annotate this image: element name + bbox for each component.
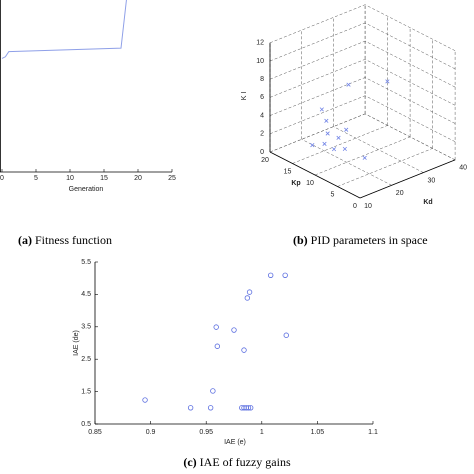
grid-line: [364, 4, 456, 51]
x-tick-label: 0.9: [146, 429, 156, 436]
z-tick-label: 10: [256, 58, 264, 65]
point: [267, 272, 274, 278]
fitness-line: [1, 0, 127, 59]
x-tick-label: 5: [34, 175, 38, 182]
y-axis-label: Kp: [291, 180, 300, 187]
y-tick-label: 20: [261, 157, 269, 164]
x-tick-label: 15: [100, 175, 108, 182]
caption-text: IAE of fuzzy gains: [197, 455, 291, 469]
caption-text: Fitness function: [32, 233, 112, 247]
point: [187, 405, 194, 411]
grid-line: [337, 148, 433, 187]
point: [342, 146, 347, 152]
x-tick-label: 25: [168, 175, 176, 182]
grid-line: [269, 22, 366, 62]
x-axis-label: Generation: [69, 186, 104, 193]
point: [245, 405, 252, 411]
point: [385, 79, 390, 84]
z-tick-label: 6: [260, 94, 264, 101]
grid-line: [364, 22, 456, 70]
y-tick-label: 3.5: [81, 324, 91, 331]
point: [322, 141, 327, 146]
point: [246, 289, 253, 295]
z-tick-label: 4: [260, 112, 264, 119]
x-tick-label: 1.1: [368, 429, 378, 436]
y-tick-label: 2.5: [81, 356, 91, 363]
y-axis: [269, 151, 361, 199]
caption-label: (b): [293, 233, 308, 247]
x-axis-label: IAE (e): [224, 439, 246, 446]
y-axis-label: IAE (de): [73, 330, 80, 356]
caption: (a) Fitness function: [18, 233, 112, 247]
z-tick-label: 8: [260, 76, 264, 83]
point: [346, 82, 351, 87]
y-tick-label: 10: [306, 180, 314, 187]
x-tick-label: 1.05: [311, 429, 325, 436]
y-tick-label: 5.5: [81, 259, 91, 266]
z-axis-label: K I: [241, 92, 248, 101]
z-tick-label: 2: [260, 131, 264, 138]
x-tick-label: 20: [134, 175, 142, 182]
x-axis: [359, 159, 456, 199]
x-tick-label: 0.85: [88, 429, 102, 436]
y-tick-label: 0.5: [81, 421, 91, 428]
point: [344, 127, 349, 132]
y-tick-label: 4.5: [81, 291, 91, 298]
x-tick-label: 30: [428, 177, 436, 184]
point: [142, 397, 148, 403]
z-tick-label: 0: [260, 149, 264, 156]
caption-label: (a): [18, 233, 32, 247]
grid-line: [269, 95, 366, 135]
point: [336, 135, 341, 140]
point: [362, 155, 367, 160]
x-axis-label: Kd: [423, 199, 432, 206]
point: [310, 143, 315, 148]
grid-line: [269, 113, 366, 153]
grid-line: [364, 113, 456, 161]
point: [282, 272, 288, 278]
grid-line: [301, 139, 392, 186]
y-tick-label: 5: [331, 191, 335, 198]
grid-line: [364, 59, 456, 106]
grid-line: [364, 40, 456, 88]
x-tick-label: 40: [459, 165, 467, 172]
x-tick-label: 0.95: [199, 429, 213, 436]
z-tick-label: 12: [256, 40, 264, 47]
point: [319, 107, 324, 112]
grid-line: [314, 136, 411, 176]
grid-line: [364, 77, 456, 124]
caption: (b) PID parameters in space: [293, 233, 428, 247]
grid-line: [269, 77, 366, 116]
x-tick-label: 10: [364, 203, 372, 210]
point: [207, 405, 214, 411]
grid-line: [292, 125, 388, 164]
y-tick-label: 15: [284, 168, 292, 175]
caption: (c) IAE of fuzzy gains: [183, 455, 291, 469]
point: [325, 131, 330, 136]
point: [210, 388, 216, 394]
grid-line: [269, 40, 366, 80]
grid-line: [269, 4, 366, 44]
point: [231, 327, 237, 333]
point: [213, 324, 219, 330]
point: [247, 405, 254, 411]
point: [283, 332, 289, 338]
y-tick-label: 1.5: [81, 388, 91, 395]
x-tick-label: 1: [260, 429, 264, 436]
point: [324, 118, 329, 123]
caption-text: PID parameters in space: [308, 233, 428, 247]
caption-label: (c): [183, 455, 196, 469]
y-tick-label: 0: [353, 203, 357, 210]
point: [214, 343, 221, 349]
point: [241, 347, 247, 353]
grid-line: [333, 126, 424, 173]
grid-line: [269, 59, 366, 98]
grid-line: [364, 95, 456, 142]
x-tick-label: 10: [66, 175, 74, 182]
x-tick-label: 0: [0, 175, 4, 182]
point: [331, 147, 337, 152]
point: [244, 295, 251, 301]
x-tick-label: 20: [396, 190, 404, 197]
